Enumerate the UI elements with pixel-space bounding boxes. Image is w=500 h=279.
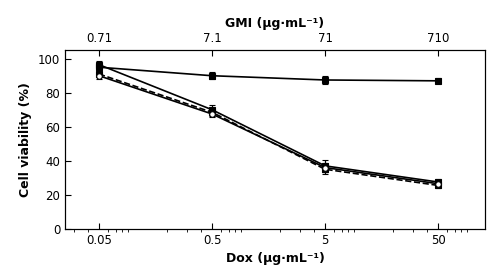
Y-axis label: Cell viability (%): Cell viability (%) [20, 82, 32, 197]
X-axis label: Dox (μg·mL⁻¹): Dox (μg·mL⁻¹) [226, 252, 324, 265]
X-axis label: GMI (μg·mL⁻¹): GMI (μg·mL⁻¹) [226, 17, 324, 30]
